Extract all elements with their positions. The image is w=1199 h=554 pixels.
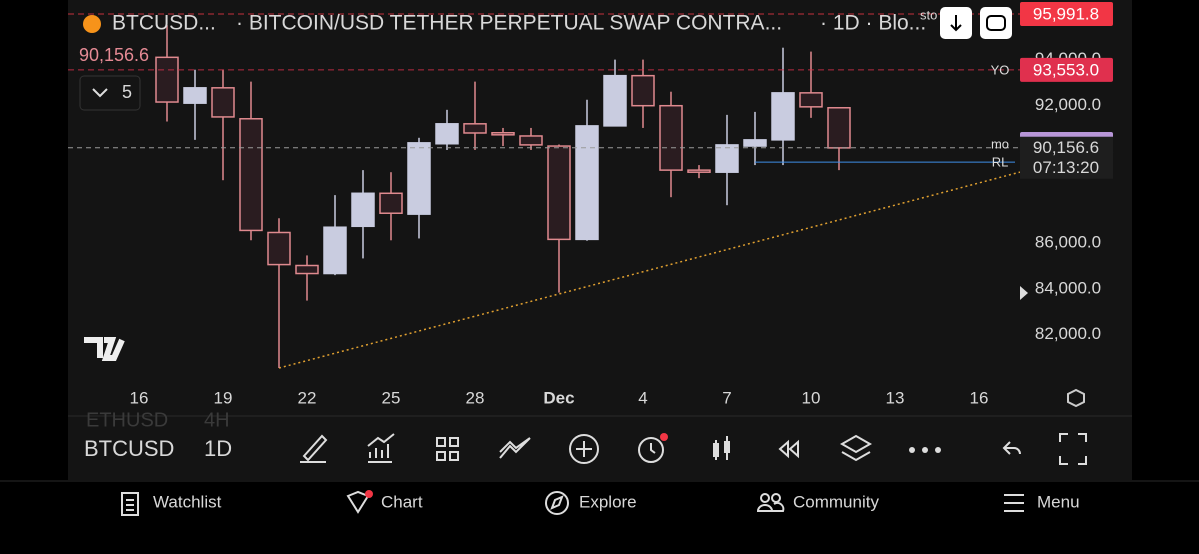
y-tick-label: 92,000.0 <box>1035 95 1101 114</box>
price-label-box <box>1020 1 1113 26</box>
background-interval: 4H <box>204 409 230 431</box>
nav-item[interactable]: Menu <box>1037 492 1080 511</box>
watchlist-icon <box>121 492 139 516</box>
chart-panel <box>68 0 1132 480</box>
undo-tool[interactable] <box>1002 441 1021 455</box>
candle-body <box>379 192 403 214</box>
background-symbol: ETHUSD <box>86 409 168 431</box>
settings-icon[interactable] <box>1067 388 1085 408</box>
more-dot <box>935 447 941 453</box>
more-dot <box>922 447 928 453</box>
price-tag: mo <box>991 136 1009 151</box>
layout-tool[interactable] <box>436 437 459 461</box>
candle-body <box>211 87 235 118</box>
candle-body <box>295 264 319 275</box>
chart-type-tool[interactable] <box>713 436 730 460</box>
indicator-toggle[interactable] <box>79 75 141 111</box>
candle-body <box>519 135 543 146</box>
coin-icon <box>83 15 101 33</box>
last-price: 90,156.6 <box>79 45 149 65</box>
candle-body <box>239 118 263 232</box>
price-label: 95,991.8 <box>1033 4 1099 23</box>
candle-body <box>267 231 291 266</box>
more-dot[interactable] <box>909 447 915 453</box>
price-tag: RL <box>992 155 1009 170</box>
x-tick-label: 4 <box>638 388 647 407</box>
community-icon <box>760 493 770 503</box>
fullscreen-tool[interactable] <box>1059 433 1087 465</box>
interval: · 1D · Blo... <box>820 12 926 35</box>
x-tick-label: 16 <box>970 388 989 407</box>
candle-body <box>687 169 711 173</box>
x-tick-label: 16 <box>130 388 149 407</box>
y-tick-label: 84,000.0 <box>1035 278 1101 297</box>
candle-body <box>491 132 515 136</box>
candle-body <box>547 145 571 241</box>
draw-tool[interactable] <box>300 434 328 463</box>
alert-tool[interactable] <box>638 437 664 463</box>
arrow-icon <box>950 15 962 32</box>
logo <box>84 337 125 361</box>
current-price-box <box>1020 136 1113 179</box>
candle-body <box>323 226 347 275</box>
nav-item[interactable]: Watchlist <box>153 492 222 511</box>
candle-body <box>155 56 179 103</box>
compare-tool[interactable] <box>499 437 531 459</box>
countdown: 07:13:20 <box>1033 158 1099 177</box>
badge <box>660 433 668 441</box>
toolbar-symbol[interactable]: BTCUSD <box>84 436 174 461</box>
candle-body <box>743 139 767 147</box>
description: · BITCOIN/USD TETHER PERPETUAL SWAP CONT… <box>236 12 782 35</box>
candle-body <box>463 123 487 134</box>
current-price: 90,156.6 <box>1033 138 1099 157</box>
x-tick-label: 13 <box>886 388 905 407</box>
x-tick-label: 25 <box>382 388 401 407</box>
candle-body <box>183 87 207 104</box>
nav-item[interactable]: Chart <box>381 492 423 511</box>
candle-body <box>435 123 459 145</box>
candle-body <box>715 144 739 173</box>
candle-body <box>407 142 431 215</box>
candle-body <box>799 92 823 108</box>
x-tick-label: Dec <box>543 388 574 407</box>
nav-item[interactable]: Explore <box>579 492 637 511</box>
badge <box>365 490 373 498</box>
swap-icon <box>986 15 1006 31</box>
x-tick-label: 19 <box>214 388 233 407</box>
candle-body <box>631 74 655 107</box>
replay-tool[interactable] <box>778 439 799 459</box>
candle-body <box>771 92 795 141</box>
symbol: BTCUSD... <box>112 12 216 35</box>
chevron <box>92 88 108 98</box>
x-tick-label: 22 <box>298 388 317 407</box>
candle-body <box>827 107 851 149</box>
nav-item[interactable]: Community <box>793 492 879 511</box>
price-label: 93,553.0 <box>1033 60 1099 79</box>
x-tick-label: 28 <box>466 388 485 407</box>
price-tag: YO <box>991 62 1010 77</box>
toolbar-interval[interactable]: 1D <box>204 436 232 461</box>
y-tick-label: 82,000.0 <box>1035 324 1101 343</box>
layers-tool[interactable] <box>839 434 873 462</box>
x-tick-label: 7 <box>722 388 731 407</box>
candle-body <box>351 192 375 228</box>
y-tick-label: 86,000.0 <box>1035 233 1101 252</box>
candle-body <box>575 125 599 241</box>
indicators-tool[interactable] <box>367 433 395 463</box>
price-label-box <box>1020 57 1113 82</box>
add-tool[interactable] <box>569 434 599 464</box>
scale-arrow <box>1020 286 1028 300</box>
truncated-label: sto <box>920 7 937 22</box>
candle-body <box>603 74 627 127</box>
menu-icon <box>1004 494 1024 512</box>
explore-icon <box>545 491 569 515</box>
candle-body <box>659 104 683 171</box>
x-tick-label: 10 <box>802 388 821 407</box>
swap-button[interactable] <box>980 7 1012 39</box>
indicator-count: 5 <box>122 82 132 102</box>
